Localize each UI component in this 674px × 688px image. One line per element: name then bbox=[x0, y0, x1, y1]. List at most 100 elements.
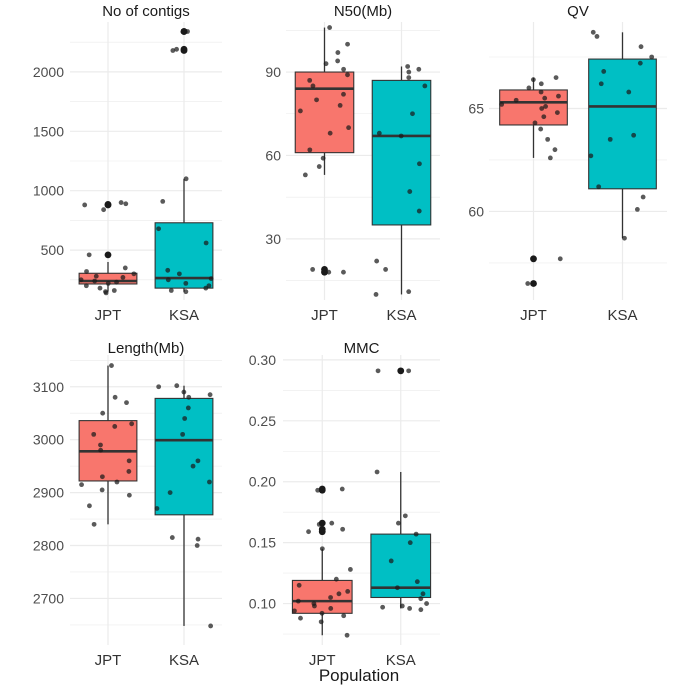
jitter-point bbox=[407, 189, 413, 194]
jitter-point bbox=[594, 34, 600, 39]
jitter-point bbox=[596, 184, 602, 190]
jitter-point bbox=[640, 194, 646, 200]
box-jpt bbox=[291, 579, 353, 614]
jitter-point bbox=[406, 69, 412, 75]
box-ksa bbox=[371, 79, 432, 226]
jitter-point bbox=[375, 368, 381, 374]
y-tick-label: 3000 bbox=[33, 432, 64, 448]
jitter-point bbox=[328, 595, 333, 600]
jitter-point bbox=[79, 482, 84, 488]
jitter-point bbox=[100, 410, 106, 416]
jitter-point bbox=[607, 136, 613, 142]
jitter-point bbox=[626, 89, 632, 95]
jitter-point bbox=[531, 281, 537, 286]
y-tick-label: 0.25 bbox=[249, 413, 276, 429]
jitter-point bbox=[190, 463, 196, 469]
panel-1: N50(Mb) 30 60 90 JPT KSA bbox=[265, 3, 440, 324]
jitter-point bbox=[327, 25, 333, 30]
jitter-point bbox=[590, 29, 596, 35]
jitter-point bbox=[207, 479, 212, 485]
jitter-point bbox=[122, 265, 128, 271]
jitter-point bbox=[131, 271, 137, 277]
jitter-point bbox=[165, 267, 171, 273]
jitter-point bbox=[341, 613, 347, 619]
jitter-point bbox=[302, 172, 308, 178]
x-tick-label: JPT bbox=[311, 307, 338, 324]
box-jpt bbox=[294, 71, 355, 154]
jitter-point bbox=[388, 558, 394, 564]
jitter-point bbox=[341, 269, 346, 275]
jitter-point bbox=[183, 289, 189, 295]
jitter-point bbox=[417, 161, 422, 167]
jitter-point bbox=[98, 442, 103, 448]
jitter-point bbox=[307, 147, 313, 153]
jitter-point bbox=[176, 271, 182, 277]
jitter-point bbox=[634, 206, 640, 212]
x-tick-label: KSA bbox=[169, 652, 199, 669]
jitter-point bbox=[306, 529, 311, 535]
x-tick-label: KSA bbox=[169, 307, 199, 324]
jitter-point bbox=[84, 269, 89, 274]
jitter-point bbox=[82, 202, 88, 208]
y-tick-label: 1000 bbox=[33, 183, 64, 199]
x-tick-label: KSA bbox=[386, 307, 416, 324]
outlier-point bbox=[104, 251, 112, 259]
jitter-point bbox=[86, 252, 92, 258]
jitter-point bbox=[126, 492, 132, 498]
jitter-point bbox=[374, 469, 380, 475]
jitter-point bbox=[182, 416, 188, 421]
jitter-point bbox=[174, 383, 180, 389]
jitter-point bbox=[553, 75, 559, 80]
jitter-point bbox=[631, 132, 637, 138]
jitter-point bbox=[154, 506, 160, 511]
jitter-point bbox=[402, 513, 408, 519]
jitter-point bbox=[541, 114, 547, 120]
panel-title: No of contigs bbox=[102, 3, 190, 20]
jitter-point bbox=[538, 89, 544, 95]
x-tick-label: KSA bbox=[386, 652, 416, 669]
jitter-point bbox=[396, 520, 401, 526]
jitter-point bbox=[399, 603, 405, 609]
jitter-point bbox=[406, 289, 412, 295]
x-tick-label: KSA bbox=[607, 307, 637, 324]
jitter-point bbox=[341, 91, 346, 97]
jitter-point bbox=[554, 110, 560, 116]
outlier-point bbox=[318, 486, 326, 494]
jitter-point bbox=[208, 623, 214, 629]
jitter-point bbox=[91, 521, 97, 527]
jitter-point bbox=[328, 606, 334, 611]
jitter-point bbox=[168, 288, 174, 293]
jitter-point bbox=[174, 46, 179, 52]
jitter-point bbox=[424, 601, 429, 606]
jitter-point bbox=[329, 520, 335, 526]
jitter-point bbox=[126, 458, 132, 464]
outlier-point bbox=[318, 528, 326, 536]
jitter-point bbox=[203, 240, 209, 246]
jitter-point bbox=[169, 535, 175, 540]
jitter-point bbox=[320, 155, 326, 161]
y-tick-label: 0.20 bbox=[249, 474, 276, 490]
jitter-point bbox=[112, 424, 118, 429]
y-tick-label: 0.30 bbox=[249, 352, 276, 368]
jitter-point bbox=[374, 258, 380, 264]
jitter-point bbox=[538, 126, 544, 132]
jitter-point bbox=[416, 208, 422, 214]
panel-title: MMC bbox=[344, 340, 380, 357]
box-jpt bbox=[499, 89, 568, 126]
jitter-point bbox=[195, 536, 201, 542]
jitter-point bbox=[180, 431, 186, 437]
jitter-point bbox=[538, 81, 544, 87]
y-tick-label: 2000 bbox=[33, 64, 64, 80]
jitter-point bbox=[327, 130, 333, 136]
jitter-point bbox=[333, 576, 339, 582]
jitter-point bbox=[345, 41, 350, 47]
jitter-point bbox=[326, 269, 332, 275]
jitter-point bbox=[588, 153, 594, 159]
jitter-point bbox=[310, 83, 316, 89]
jitter-point bbox=[418, 596, 424, 602]
x-axis-title: Population bbox=[319, 666, 399, 685]
jitter-point bbox=[156, 226, 161, 232]
jitter-point bbox=[129, 421, 135, 427]
jitter-point bbox=[183, 176, 189, 182]
